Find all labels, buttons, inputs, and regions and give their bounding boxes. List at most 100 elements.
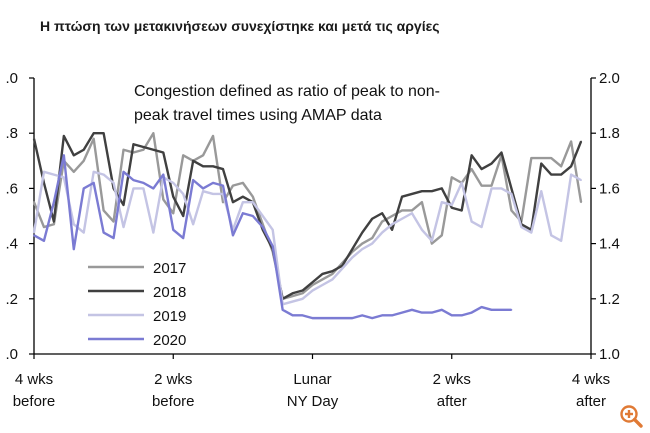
data-point-2018 [460, 209, 463, 212]
data-point-2018 [470, 154, 473, 157]
data-point-2019 [321, 284, 324, 286]
zoom-button[interactable] [618, 403, 644, 429]
data-point-2018 [122, 204, 125, 206]
x-tick-label-line2: before [13, 393, 56, 410]
data-point-2020 [52, 201, 55, 204]
data-point-2019 [550, 234, 553, 237]
y-tick-label-left: .0 [5, 70, 18, 87]
data-point-2019 [112, 181, 115, 184]
data-point-2020 [202, 187, 204, 190]
zoom-in-icon [620, 405, 643, 428]
data-point-2020 [500, 308, 503, 311]
data-point-2020 [341, 317, 344, 320]
data-point-2019 [490, 187, 493, 190]
data-point-2020 [162, 173, 165, 176]
data-point-2019 [401, 217, 403, 220]
data-point-2019 [82, 231, 85, 234]
data-point-2018 [430, 190, 433, 193]
data-point-2019 [33, 231, 35, 234]
series-2020 [33, 154, 513, 320]
data-point-2017 [162, 198, 165, 201]
data-point-2019 [341, 267, 344, 270]
data-point-2020 [43, 239, 45, 242]
data-point-2018 [72, 154, 75, 157]
data-point-2018 [580, 140, 582, 143]
data-point-2020 [321, 317, 324, 320]
data-point-2018 [162, 151, 165, 154]
data-point-2020 [33, 234, 35, 237]
data-point-2017 [421, 201, 423, 204]
x-tick-label: 2 wks [433, 371, 471, 388]
data-point-2020 [172, 228, 175, 231]
data-point-2017 [550, 157, 553, 159]
data-point-2017 [321, 278, 324, 281]
data-point-2019 [142, 187, 145, 190]
data-point-2018 [550, 173, 553, 176]
data-point-2019 [122, 226, 125, 228]
data-point-2020 [192, 179, 195, 182]
data-point-2019 [440, 201, 443, 204]
data-point-2017 [470, 168, 473, 170]
data-point-2017 [212, 135, 214, 137]
legend-label-2020: 2020 [153, 332, 186, 349]
x-tick-label: 4 wks [572, 371, 610, 388]
data-point-2018 [232, 201, 234, 204]
data-point-2017 [490, 184, 493, 187]
data-point-2018 [570, 165, 573, 168]
y-tick-label-right: 1.8 [599, 125, 620, 142]
data-point-2018 [510, 187, 513, 190]
data-point-2017 [52, 223, 55, 226]
y-tick-label-left: .8 [5, 125, 18, 142]
chart-annotation: Congestion defined as ratio of peak to n… [134, 83, 440, 124]
data-point-2019 [192, 223, 195, 226]
data-point-2019 [43, 170, 45, 173]
series-line-2019 [32, 170, 582, 306]
data-point-2020 [291, 314, 294, 317]
data-point-2017 [72, 170, 75, 173]
data-point-2017 [291, 295, 294, 297]
data-point-2020 [331, 317, 334, 320]
x-tick-label: 2 wks [154, 371, 192, 388]
data-point-2017 [122, 148, 125, 151]
data-point-2018 [540, 162, 543, 165]
data-point-2018 [172, 195, 175, 198]
data-point-2018 [92, 132, 95, 135]
data-point-2017 [371, 237, 374, 239]
data-point-2019 [202, 190, 204, 193]
y-tick-label-left: .4 [5, 236, 18, 253]
data-point-2018 [291, 292, 294, 295]
data-point-2018 [411, 193, 413, 195]
data-point-2017 [232, 184, 234, 187]
x-tick-label-line2: before [152, 393, 195, 410]
x-tick-label: Lunar [293, 371, 331, 388]
data-point-2017 [241, 181, 244, 184]
y-tick-label-right: 2.0 [599, 70, 620, 87]
data-point-2020 [450, 314, 453, 317]
data-point-2018 [351, 248, 354, 251]
data-point-2019 [361, 248, 364, 251]
data-point-2017 [430, 242, 433, 245]
data-point-2019 [421, 228, 423, 231]
data-point-2020 [371, 317, 374, 320]
data-point-2020 [122, 170, 125, 173]
data-point-2020 [510, 308, 513, 311]
data-point-2018 [241, 195, 244, 198]
data-point-2017 [361, 242, 364, 245]
x-tick-label-line2: NY Day [287, 393, 339, 410]
y-tick-label-left: .0 [5, 346, 18, 363]
data-point-2018 [371, 217, 374, 220]
data-point-2017 [43, 226, 45, 228]
data-point-2020 [470, 311, 473, 314]
chart-legend: 2017 2018 2019 2020 [88, 260, 186, 349]
data-point-2018 [341, 264, 344, 267]
series-line-2017 [32, 131, 583, 300]
data-point-2020 [391, 314, 393, 317]
data-point-2019 [132, 187, 135, 190]
data-point-2019 [62, 176, 65, 179]
data-point-2017 [450, 176, 453, 179]
data-point-2017 [112, 220, 115, 223]
data-point-2017 [580, 201, 582, 204]
data-point-2018 [222, 168, 224, 170]
data-point-2020 [381, 314, 384, 317]
data-point-2019 [251, 201, 254, 204]
